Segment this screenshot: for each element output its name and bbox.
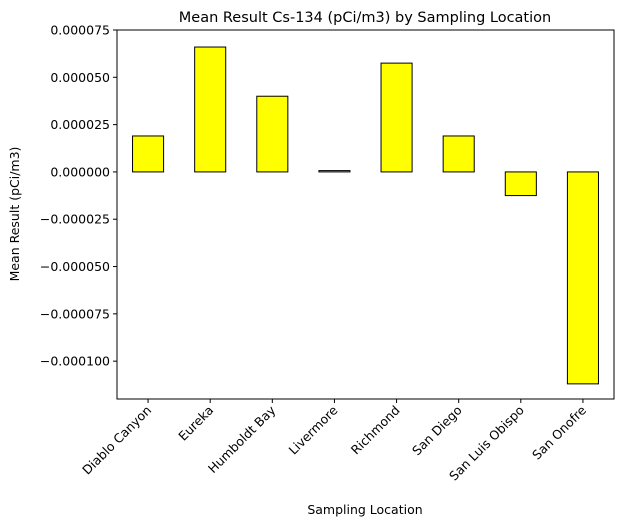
bar-eureka [194, 46, 227, 173]
x-tick-label: San Onofre [529, 402, 589, 462]
y-axis-ticks: 0.000075 0.000050 0.000025 0.000000 −0.00002… [40, 23, 117, 369]
y-tick-label: −0.000050 [40, 259, 110, 274]
y-tick-label: 0.000050 [50, 70, 110, 85]
bar-san-luis-obispo [504, 171, 537, 197]
bars-group [132, 46, 599, 385]
bar-richmond [380, 62, 413, 173]
bar-diablo-canyon [132, 135, 165, 173]
x-axis-label: Sampling Location [307, 502, 422, 517]
x-tick-label: Richmond [348, 403, 403, 458]
y-tick-label: 0.000000 [50, 164, 110, 179]
bar-san-diego [442, 135, 475, 173]
y-tick-label: −0.000075 [40, 306, 110, 321]
bar-livermore [318, 170, 351, 173]
y-tick-label: 0.000075 [50, 23, 110, 38]
chart-title: Mean Result Cs-134 (pCi/m3) by Sampling … [179, 10, 551, 26]
x-tick-label: Diablo Canyon [79, 403, 154, 478]
y-tick-label: 0.000025 [50, 117, 110, 132]
bar-san-onofre [566, 171, 599, 385]
bar-humboldt-bay [256, 95, 289, 173]
x-tick-label: Livermore [286, 402, 341, 457]
y-tick-label: −0.000100 [40, 354, 110, 369]
y-tick-label: −0.000025 [40, 212, 110, 227]
x-tick-label: San Diego [409, 403, 465, 459]
y-axis-label: Mean Result (pCi/m3) [7, 147, 22, 282]
plot-area-frame [116, 29, 615, 400]
x-tick-label: Eureka [175, 403, 216, 444]
